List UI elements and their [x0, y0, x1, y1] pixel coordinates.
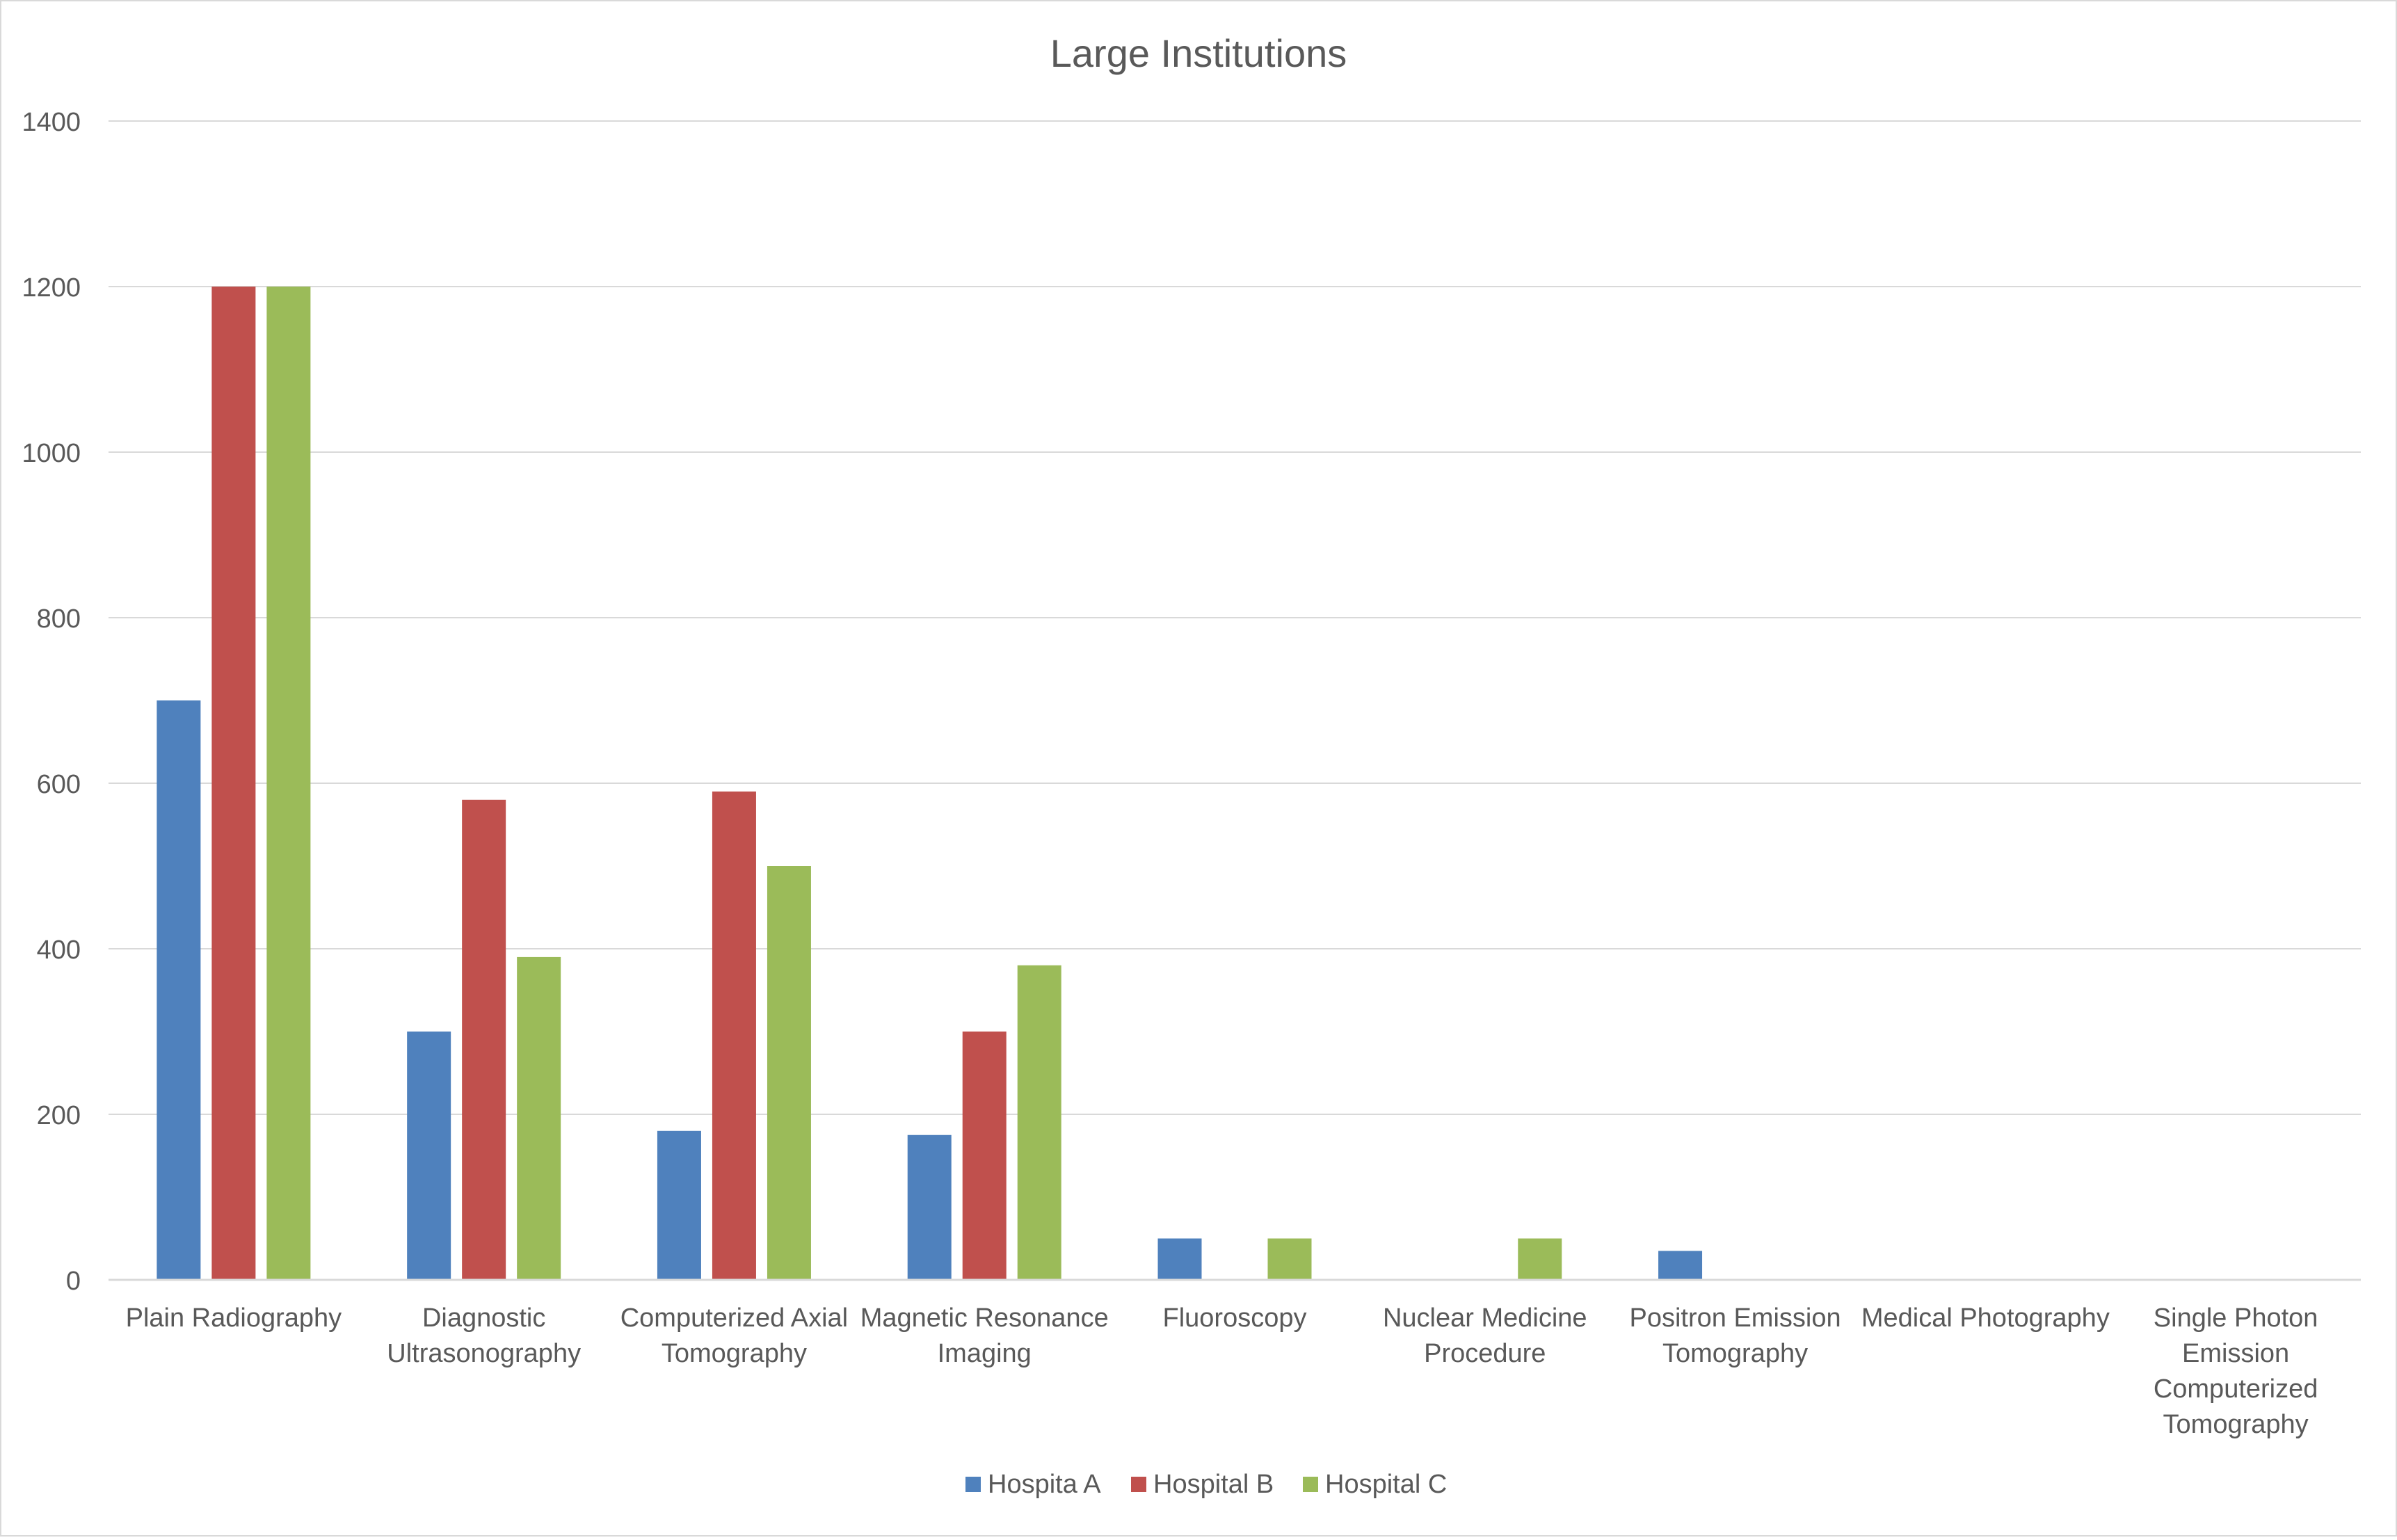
legend-label: Hospital C: [1325, 1470, 1447, 1499]
legend: Hospita A Hospital B Hospital C: [965, 1470, 1447, 1499]
y-tick-label: 200: [37, 1101, 81, 1130]
x-axis-category-labels: Plain Radiography Diagnostic Ultrasonograp…: [126, 1304, 2318, 1439]
x-category-label: Single Photon Emission Computerized Tomogra…: [2154, 1304, 2318, 1439]
legend-label: Hospita A: [988, 1470, 1101, 1499]
bar: [1658, 1251, 1703, 1280]
x-category-label-line: Magnetic Resonance: [860, 1304, 1109, 1333]
legend-swatch: [1131, 1477, 1146, 1492]
x-category-label-line: Procedure: [1424, 1339, 1546, 1368]
x-category-label: Computerized Axial Tomography: [620, 1304, 848, 1368]
x-category-label-line: Positron Emission: [1629, 1304, 1841, 1333]
x-category-label-line: Tomography: [662, 1339, 807, 1368]
bar: [1017, 965, 1061, 1280]
bar: [462, 799, 506, 1280]
x-category-label-line: Single Photon: [2154, 1304, 2318, 1333]
y-tick-label: 600: [37, 770, 81, 799]
x-category-label-line: Emission: [2182, 1339, 2289, 1368]
x-category-label-line: Tomography: [1662, 1339, 1808, 1368]
bar: [907, 1134, 952, 1280]
x-category-label-line: Tomography: [2163, 1410, 2309, 1439]
y-tick-label: 1200: [22, 273, 81, 303]
bar: [517, 956, 561, 1280]
bar: [767, 866, 811, 1280]
bar: [407, 1032, 451, 1280]
bar: [657, 1130, 701, 1280]
x-category-label: Magnetic Resonance Imaging: [860, 1304, 1109, 1368]
legend-label: Hospital B: [1153, 1470, 1274, 1499]
bar: [1267, 1238, 1312, 1280]
y-tick-label: 400: [37, 936, 81, 965]
y-tick-label: 1000: [22, 439, 81, 468]
legend-swatch: [965, 1477, 981, 1492]
x-category-label-line: Computerized: [2154, 1374, 2318, 1404]
y-tick-label: 1400: [22, 108, 81, 137]
x-category-label: Medical Photography: [1861, 1304, 2110, 1333]
bar: [1518, 1238, 1562, 1280]
x-category-label-line: Ultrasonography: [387, 1339, 581, 1368]
x-category-label: Positron Emission Tomography: [1629, 1304, 1841, 1368]
x-category-label-line: Imaging: [938, 1339, 1032, 1368]
x-category-label-line: Medical Photography: [1861, 1304, 2110, 1333]
bar: [266, 287, 311, 1280]
bar: [712, 791, 756, 1280]
bar: [1157, 1238, 1202, 1280]
x-category-label: Nuclear Medicine Procedure: [1383, 1304, 1587, 1368]
x-category-label-line: Fluoroscopy: [1163, 1304, 1307, 1333]
bar: [157, 700, 201, 1280]
bars: [157, 287, 1703, 1280]
bar: [211, 287, 256, 1280]
x-category-label-line: Computerized Axial: [620, 1304, 848, 1333]
chart-title: Large Institutions: [1050, 31, 1347, 75]
bar: [962, 1032, 1007, 1280]
x-category-label-line: Nuclear Medicine: [1383, 1304, 1587, 1333]
y-tick-label: 800: [37, 604, 81, 634]
x-category-label-line: Plain Radiography: [126, 1304, 342, 1333]
x-category-label: Diagnostic Ultrasonography: [387, 1304, 581, 1368]
x-category-label: Plain Radiography: [126, 1304, 342, 1333]
x-category-label: Fluoroscopy: [1163, 1304, 1307, 1333]
legend-swatch: [1303, 1477, 1318, 1492]
y-tick-label: 0: [66, 1267, 81, 1296]
y-axis-tick-labels: 0 200 400 600 800 1000 1200 1400: [22, 108, 81, 1296]
x-category-label-line: Diagnostic: [422, 1304, 545, 1333]
